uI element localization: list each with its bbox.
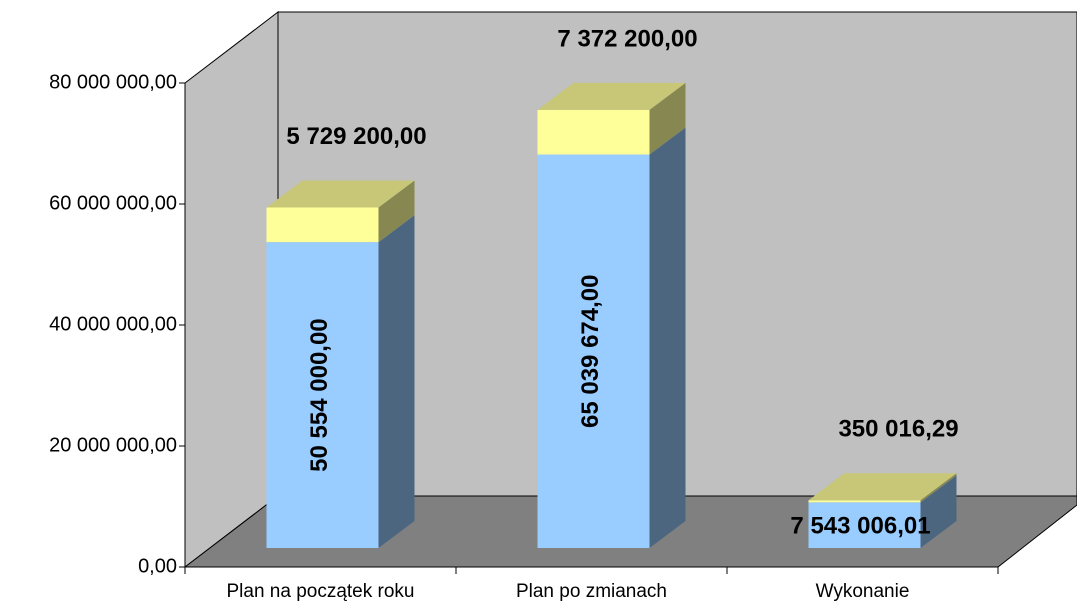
bar-segment (537, 109, 650, 155)
bar-side (649, 82, 686, 155)
bar-top (537, 82, 686, 110)
y-tick-label: 20 000 000,00 (49, 434, 177, 456)
bar-side (920, 473, 957, 503)
bar-segment (808, 502, 921, 548)
bar-segment (266, 242, 379, 548)
value-label: 5 729 200,00 (286, 123, 426, 150)
bar-segment (537, 154, 650, 548)
bar-side (649, 127, 686, 548)
x-tick-label: Plan na początek roku (226, 581, 414, 602)
side-wall (184, 10, 279, 569)
value-label: 7 543 006,01 (790, 512, 930, 539)
y-tick-label: 40 000 000,00 (49, 313, 177, 335)
bar-segment (266, 207, 379, 243)
x-tick-label: Plan po zmianach (516, 581, 667, 602)
value-label: 65 039 674,00 (577, 275, 604, 428)
y-tick-label: 0,00 (138, 555, 177, 577)
value-label: 7 372 200,00 (557, 25, 697, 52)
bar-side (920, 475, 957, 548)
bar-side (378, 215, 415, 548)
y-tick-label: 60 000 000,00 (49, 192, 177, 214)
bar-side (378, 180, 415, 243)
bar-segment (808, 500, 921, 503)
y-tick-label: 80 000 000,00 (49, 71, 177, 93)
value-label: 50 554 000,00 (306, 318, 333, 471)
bar-top (266, 180, 415, 208)
x-tick-label: Wykonanie (816, 581, 910, 602)
value-label: 350 016,29 (838, 416, 958, 443)
bar-top (808, 473, 957, 501)
